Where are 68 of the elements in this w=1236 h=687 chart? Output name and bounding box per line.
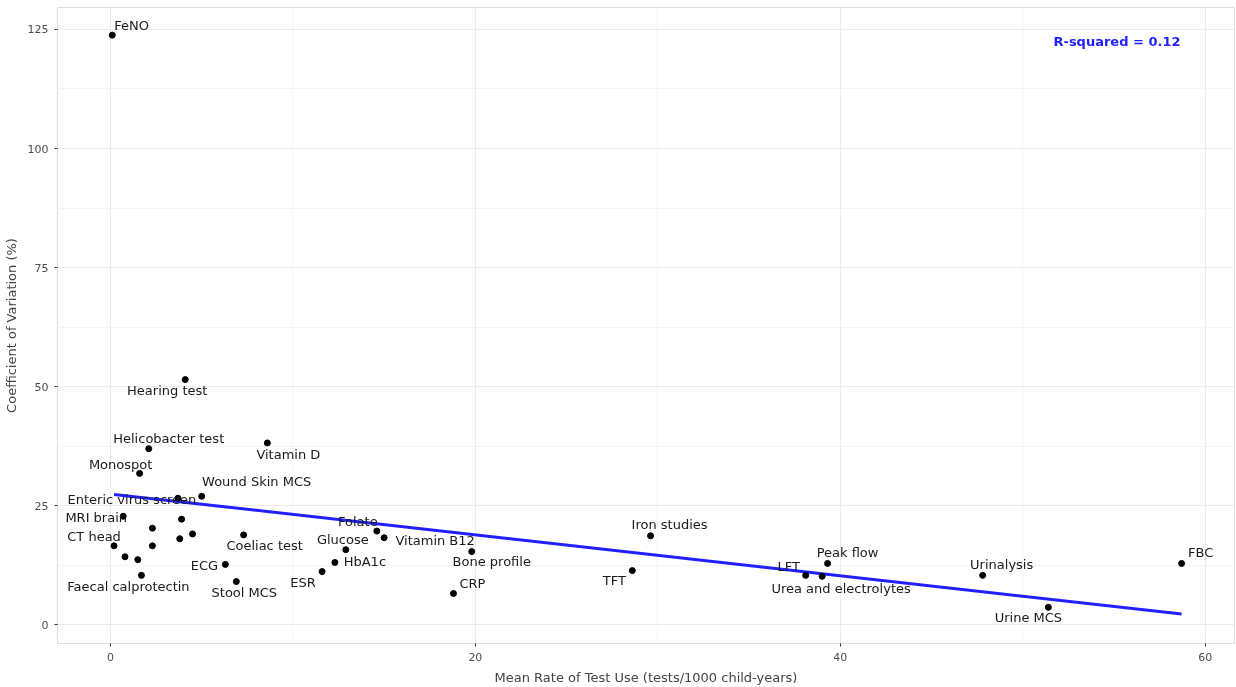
annotation: ECG — [190, 557, 219, 573]
point — [189, 530, 197, 538]
point — [221, 560, 229, 568]
x-tick-label: 40 — [833, 650, 848, 664]
point — [134, 556, 142, 564]
point — [137, 571, 145, 579]
point — [468, 548, 476, 556]
point — [181, 376, 189, 384]
point — [373, 527, 381, 535]
annotation: Coeliac test — [226, 538, 303, 554]
x-axis-title: Mean Rate of Test Use (tests/1000 child-years) — [494, 669, 798, 685]
y-tick-label: 75 — [34, 261, 49, 275]
point — [110, 542, 118, 550]
point — [802, 571, 810, 579]
annotation: CT head — [67, 529, 121, 545]
annotation: FBC — [1187, 544, 1214, 560]
point — [380, 534, 388, 542]
annotation: Glucose — [316, 532, 369, 548]
annotation: Helicobacter test — [113, 431, 225, 447]
point — [148, 524, 156, 532]
point — [198, 492, 206, 500]
point — [318, 568, 326, 576]
annotation: Hearing test — [127, 383, 208, 399]
annotation: Urea and electrolytes — [771, 580, 911, 596]
annotation: Peak flow — [816, 544, 879, 560]
annotation: HbA1c — [343, 554, 387, 570]
annotation: Wound Skin MCS — [202, 473, 312, 489]
point — [232, 578, 240, 586]
x-tick-label: 60 — [1198, 650, 1213, 664]
point — [240, 531, 248, 539]
annotation: Urinalysis — [970, 556, 1034, 572]
annotation: Monospot — [88, 456, 153, 472]
point — [148, 542, 156, 550]
point — [176, 535, 184, 543]
annotation: Stool MCS — [211, 585, 278, 601]
annotation: R-squared = 0.12 — [1053, 34, 1181, 49]
annotation: FeNO — [114, 17, 149, 33]
point — [818, 572, 826, 580]
x-tick-label: 0 — [106, 650, 114, 664]
point — [108, 31, 116, 39]
x-tick-label: 20 — [468, 650, 483, 664]
annotation: CRP — [459, 575, 486, 591]
annotation: Vitamin B12 — [395, 533, 475, 549]
y-tick-label: 125 — [27, 23, 49, 37]
y-tick-label: 25 — [34, 499, 49, 513]
point — [1044, 603, 1052, 611]
annotation: Iron studies — [631, 517, 708, 533]
point — [1178, 559, 1186, 567]
point — [331, 559, 339, 567]
point — [824, 559, 832, 567]
point — [342, 546, 350, 554]
annotation: TFT — [601, 573, 626, 589]
y-tick-label: 50 — [34, 380, 49, 394]
y-axis-title: Coefficient of Variation (%) — [3, 238, 19, 413]
point — [628, 567, 636, 575]
point — [121, 553, 129, 561]
point — [647, 532, 655, 540]
point — [263, 439, 271, 447]
annotation: ESR — [290, 575, 316, 591]
annotation: Faecal calprotectin — [67, 578, 190, 594]
annotation: Urine MCS — [994, 609, 1063, 625]
y-tick-label: 100 — [27, 142, 49, 156]
annotation: Vitamin D — [256, 447, 321, 463]
annotation: Bone profile — [452, 554, 531, 570]
y-tick-label: 0 — [41, 618, 49, 632]
point — [449, 589, 457, 597]
point — [178, 515, 186, 523]
point — [145, 445, 153, 453]
